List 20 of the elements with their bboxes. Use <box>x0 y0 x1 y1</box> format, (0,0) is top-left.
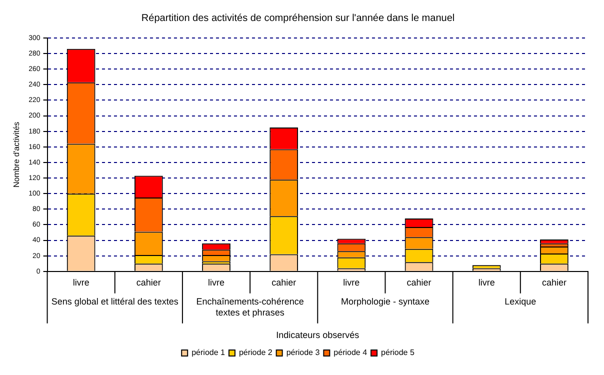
x-axis-title: Indicateurs observés <box>276 330 360 340</box>
x-tick-label: livre <box>72 277 90 288</box>
legend-label: période 4 <box>334 348 368 358</box>
x-tick-label: livre <box>343 277 360 288</box>
legend-label: période 2 <box>238 348 273 358</box>
legend-label: période 5 <box>381 348 415 358</box>
x-tick-label: livre <box>208 277 225 288</box>
y-axis-title: Nombre d'activités <box>12 122 22 188</box>
x-tick-label: cahier <box>542 277 566 288</box>
text: Morphologie - syntaxe <box>340 296 430 306</box>
x-tick-label: cahier <box>272 277 296 288</box>
x-tick-label: cahier <box>406 277 432 288</box>
chart-title: Répartition des activités de compréhension sur l'année dans le manuel <box>141 12 455 24</box>
text: Sens global et littéral des textes <box>51 296 179 306</box>
legend-label: période 1 <box>192 348 226 358</box>
legend-label: période 3 <box>286 348 320 358</box>
text: Lexique <box>504 296 536 306</box>
text: Enchaînements-cohérence textes et phrases <box>196 296 304 318</box>
x-tick-label: cahier <box>136 277 161 288</box>
x-tick-label: livre <box>478 277 495 288</box>
